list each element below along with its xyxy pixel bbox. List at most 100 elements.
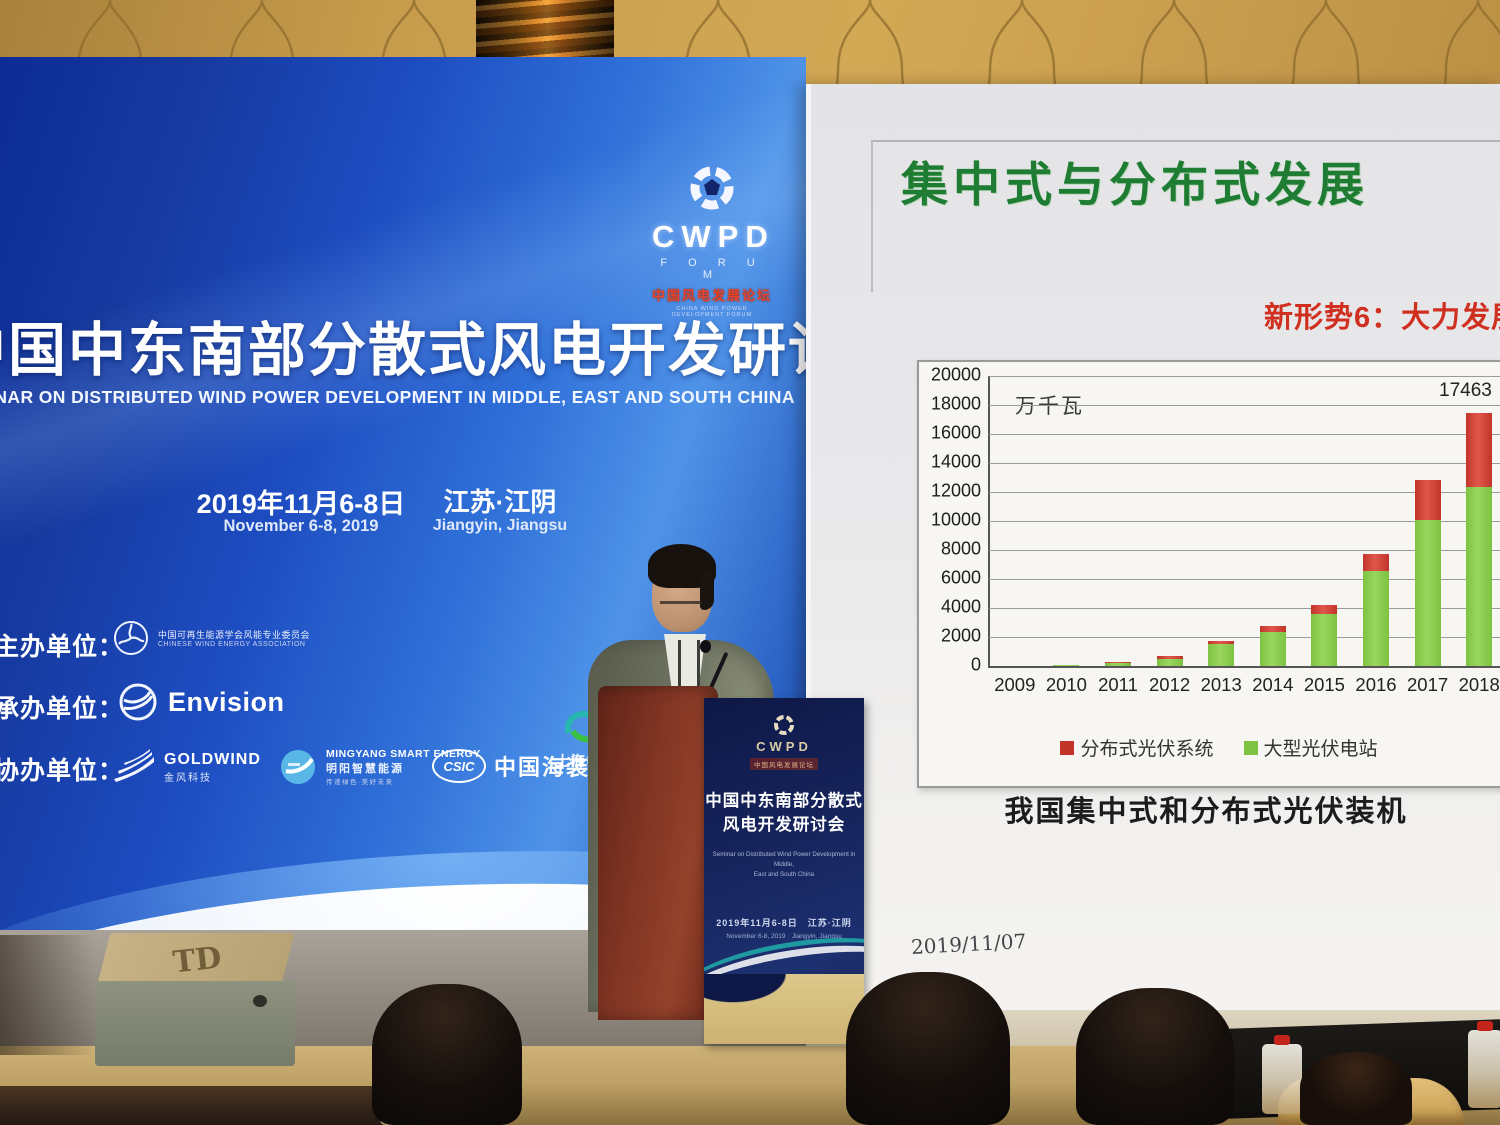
legend-item: 分布式光伏系统: [1060, 734, 1214, 761]
y-tick-label: 18000: [930, 393, 981, 414]
x-tick-label: 2013: [1200, 674, 1242, 695]
bar-distributed-pv: [1363, 553, 1389, 572]
slide-kicker: 新形势6：大力发展: [1264, 302, 1500, 334]
bar-distributed-pv: [1259, 625, 1286, 632]
podium-date-cn: 2019年11月6-8日 江苏·江阴: [716, 918, 852, 928]
gridline: [989, 579, 1500, 580]
csic-name: CSIC: [443, 758, 475, 774]
x-tick-label: 2011: [1098, 674, 1138, 695]
podium: [598, 686, 718, 1020]
coorg-goldwind: GOLDWIND 金风科技: [112, 749, 261, 785]
podium-aperture-icon: [774, 715, 794, 735]
monitor-hole: [253, 995, 267, 1007]
mingyang-sub: 明阳智慧能源: [326, 763, 404, 775]
y-tick-label: 10000: [930, 509, 981, 530]
table-bottom-left: [0, 1086, 440, 1125]
panel-gold-base: [704, 974, 864, 1044]
audience-head: [1300, 1052, 1412, 1125]
y-tick-label: 14000: [930, 451, 981, 472]
cwpd-forum-word: F O R U M: [660, 257, 764, 281]
bar-large-pv: [1363, 571, 1389, 666]
coorg-csic: CSIC 中国海装: [432, 749, 590, 783]
legend-swatch: [1243, 740, 1258, 755]
cwpd-band-cn: 中国风电发展论坛: [652, 288, 773, 303]
monitor-front-face: [95, 981, 295, 1066]
podium-cwpd-logo: CWPD 中国风电发展论坛: [704, 714, 864, 772]
csic-icon: CSIC: [432, 749, 486, 783]
cwpd-forum-logo: CWPD F O R U M 中国风电发展论坛 CHINA WIND POWER…: [652, 165, 772, 350]
podium-title-en: Seminar on Distributed Wind Power Develo…: [704, 850, 864, 880]
monitor-label: TD: [171, 940, 224, 981]
goldwind-icon: [114, 749, 154, 782]
slide-caption: 我国集中式和分布式光伏装机: [1004, 794, 1408, 828]
bar-large-pv: [1311, 613, 1338, 666]
mingyang-tagline: 传递绿色·美好未来: [326, 779, 394, 786]
host-label: 主办单位：: [0, 633, 125, 661]
y-tick-label: 4000: [940, 596, 981, 617]
speaker-lanyard: [678, 640, 700, 698]
banner-date-en: November 6-8, 2019: [223, 517, 379, 535]
y-tick-label: 20000: [930, 364, 981, 385]
gridline: [989, 434, 1500, 435]
audience-head: [372, 984, 522, 1125]
slide-border-line-top: [871, 140, 1500, 142]
banner-venue-en: Jiangyin, Jiangsu: [432, 517, 568, 534]
banner-title-en: SEMINAR ON DISTRIBUTED WIND POWER DEVELO…: [0, 387, 795, 407]
banner-date-cn: 2019年11月6-8日: [196, 489, 406, 519]
podium-title-line1: 中国中东南部分散式: [705, 792, 863, 810]
stage-shadow-left: [0, 935, 95, 1055]
x-tick-label: 2014: [1252, 674, 1294, 695]
microphone-icon: [700, 640, 711, 653]
bar-distributed-pv: [1414, 480, 1441, 520]
bar-large-pv: [1208, 643, 1235, 666]
y-tick-label: 12000: [930, 480, 981, 501]
bar-large-pv: [1053, 665, 1080, 666]
bottle-cap: [1477, 1021, 1493, 1031]
legend-swatch: [1060, 740, 1075, 755]
podium-date-en: November 6-8, 2019 Jiangyin, Jiangsu: [726, 933, 842, 940]
bar-distributed-pv: [1156, 656, 1183, 660]
chart-legend: 分布式光伏系统 大型光伏电站: [919, 734, 1500, 761]
chart-unit-label: 万千瓦: [1015, 395, 1084, 418]
gridline: [989, 376, 1500, 377]
y-tick-label: 8000: [940, 538, 981, 559]
gridline: [989, 666, 1500, 668]
slide-title: 集中式与分布式发展: [901, 158, 1369, 211]
x-tick-label: 2012: [1149, 674, 1191, 695]
podium-cwpd-letters: CWPD: [756, 739, 812, 754]
y-tick-label: 0: [970, 654, 981, 675]
host-org-cn: 中国可再生能源学会风能专业委员会: [158, 630, 311, 640]
gridline: [989, 463, 1500, 464]
bar-large-pv: [1259, 631, 1286, 666]
goldwind-sub: 金风科技: [164, 772, 212, 784]
cwpd-aperture-icon: [690, 166, 734, 210]
slide-date: 2019/11/07: [910, 928, 1027, 960]
organizer-name: Envision: [168, 686, 285, 717]
gridline: [989, 608, 1500, 609]
bottle-cap: [1274, 1035, 1290, 1045]
chart-y-axis: [988, 376, 990, 668]
stage-monitor-speaker: TD: [95, 933, 295, 1066]
pv-installed-chart: 万千瓦 17463 0 2000 4000 6000 8000 10000 12000 140…: [917, 360, 1500, 788]
x-tick-label: 2009: [994, 674, 1036, 695]
bar-distributed-pv: [1105, 662, 1131, 663]
host-org: 中国可再生能源学会风能专业委员会 CHINESE WIND ENERGY ASS…: [112, 619, 310, 657]
podium-front-panel: CWPD 中国风电发展论坛 中国中东南部分散式 风电开发研讨会 Seminar …: [704, 698, 864, 1044]
podium-title: 中国中东南部分散式 风电开发研讨会: [704, 790, 864, 838]
bar-large-pv: [1105, 662, 1131, 666]
audience-head: [1076, 988, 1234, 1125]
bar-distributed-pv: [1311, 604, 1338, 614]
speaker-hair-side: [700, 570, 714, 610]
bar-distributed-pv: [1208, 640, 1235, 644]
goldwind-name: GOLDWIND: [164, 750, 261, 768]
y-tick-label: 2000: [940, 625, 981, 646]
organizer-label: 承办单位：: [0, 695, 125, 723]
organizer-org: Envision: [118, 682, 285, 722]
cwpd-letters: CWPD: [652, 219, 775, 254]
bar-large-pv: [1156, 659, 1183, 666]
gridline: [989, 521, 1500, 522]
bar-large-pv: [1414, 519, 1441, 666]
podium-en-line2: East and South China: [753, 870, 815, 878]
cwpd-band-en: CHINA WIND POWER DEVELOPMENT FORUM: [671, 306, 753, 318]
